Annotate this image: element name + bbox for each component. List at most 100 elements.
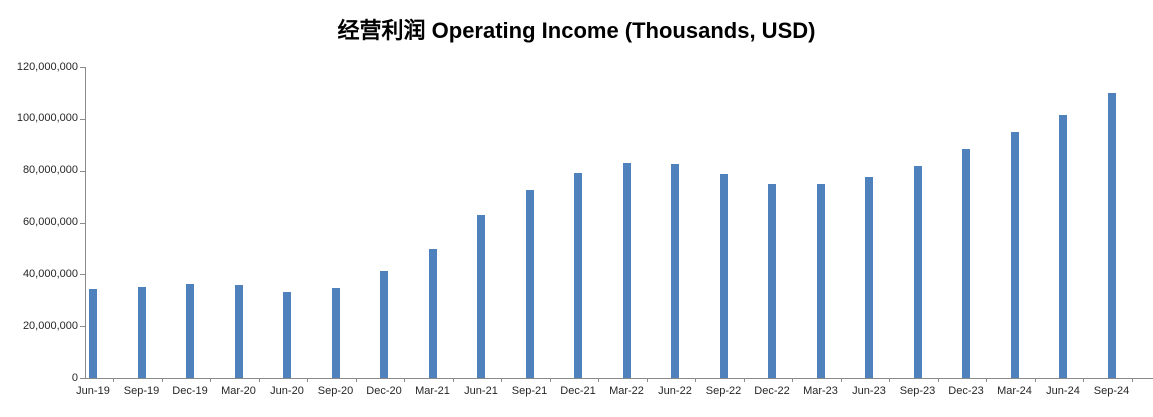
category-slot: Mar-21 — [415, 67, 475, 397]
bar — [1107, 93, 1116, 378]
x-axis-label: Dec-21 — [560, 385, 596, 397]
x-tick-mark — [889, 378, 890, 382]
bar — [186, 284, 194, 378]
x-axis-label: Sep-24 — [1093, 385, 1130, 397]
x-axis-label: Sep-22 — [705, 385, 742, 397]
bar — [671, 163, 679, 378]
x-tick-mark — [695, 378, 696, 382]
y-tick-label: 80,000,000 — [22, 164, 78, 177]
bar — [816, 184, 825, 378]
bar — [380, 270, 388, 378]
x-axis-label: Sep-21 — [511, 385, 548, 397]
category-slot: Jun-20 — [270, 67, 329, 397]
category-slot: Jun-23 — [852, 67, 911, 397]
bar — [331, 287, 340, 378]
y-tick-label: 40,000,000 — [22, 267, 78, 280]
category-slot: Sep-22 — [706, 67, 766, 397]
x-tick-mark — [501, 378, 502, 382]
y-tick-label: 120,000,000 — [16, 60, 78, 73]
category-slot: Mar-24 — [997, 67, 1057, 397]
bar — [865, 176, 873, 378]
x-axis-label: Mar-22 — [609, 385, 644, 397]
x-axis-label: Dec-23 — [948, 385, 984, 397]
category-slot: Jun-22 — [658, 67, 717, 397]
category-slot: Dec-20 — [366, 67, 426, 397]
bar — [1010, 131, 1019, 378]
x-tick-mark — [792, 378, 793, 382]
category-slot: Dec-22 — [754, 67, 814, 397]
x-axis-label: Jun-21 — [464, 385, 498, 397]
y-tick-mark — [80, 378, 85, 379]
y-axis-labels: 0 20,000,000 40,000,000 60,000,000 80,000,00… — [0, 61, 78, 384]
y-tick-mark — [80, 326, 85, 328]
x-axis-label: Sep-23 — [899, 385, 936, 397]
x-tick-mark — [549, 378, 551, 382]
y-tick-label: 60,000,000 — [22, 216, 78, 228]
x-tick-mark — [404, 378, 405, 382]
category-slot: Jun-24 — [1046, 67, 1105, 397]
x-tick-mark — [210, 378, 211, 382]
x-tick-mark — [937, 378, 939, 382]
x-axis-label: Jun-24 — [1046, 385, 1080, 397]
x-tick-mark — [1083, 378, 1084, 382]
x-axis-label: Mar-21 — [415, 385, 450, 397]
x-axis-label: Jun-23 — [852, 385, 886, 397]
bar — [913, 166, 922, 378]
category-slot: Sep-21 — [512, 67, 572, 397]
bar — [719, 173, 728, 378]
category-slot: Dec-23 — [948, 67, 1008, 397]
bar — [1059, 114, 1067, 378]
category-slot: Sep-24 — [1094, 67, 1153, 397]
x-tick-mark — [598, 378, 599, 382]
category-slot: Jun-19 — [76, 67, 135, 397]
y-tick-label: 20,000,000 — [22, 319, 78, 332]
bar — [525, 190, 534, 378]
x-tick-mark — [452, 378, 454, 382]
bar — [574, 173, 582, 378]
x-axis-label: Mar-20 — [221, 385, 256, 397]
x-tick-mark — [646, 378, 648, 382]
bar — [234, 285, 243, 378]
x-axis-label: Jun-22 — [658, 385, 692, 397]
y-tick-mark — [80, 170, 85, 172]
x-axis-label: Dec-19 — [172, 385, 208, 397]
bar — [283, 292, 291, 378]
category-slot: Mar-22 — [609, 67, 669, 397]
y-tick-mark — [80, 118, 85, 120]
x-tick-mark — [1131, 378, 1133, 382]
y-tick-mark — [80, 67, 85, 68]
y-tick-mark — [80, 222, 85, 224]
x-axis-label: Mar-23 — [803, 385, 838, 397]
category-slot: Mar-20 — [221, 67, 281, 397]
x-axis-label: Jun-19 — [76, 385, 110, 397]
x-tick-mark — [161, 378, 163, 382]
category-slot: Mar-23 — [803, 67, 863, 397]
plot-area: Jun-19 Sep-19 Dec-19 Mar-20 Jun-20 Sep-20 Dec-… — [76, 67, 1153, 397]
x-tick-mark — [113, 378, 114, 382]
category-slot: Sep-20 — [318, 67, 378, 397]
category-slot: Sep-19 — [124, 67, 184, 397]
bar — [962, 149, 970, 378]
bar — [89, 288, 97, 378]
x-tick-mark — [840, 378, 842, 382]
x-axis-label: Dec-20 — [366, 385, 402, 397]
x-axis-label: Mar-24 — [997, 385, 1032, 397]
x-axis-label: Dec-22 — [754, 385, 790, 397]
x-tick-mark — [258, 378, 260, 382]
bar — [137, 287, 146, 378]
x-axis-label: Sep-19 — [123, 385, 160, 397]
y-tick-label: 0 — [71, 371, 78, 384]
chart-title: 经营利润 Operating Income (Thousands, USD) — [337, 18, 816, 43]
x-tick-mark — [307, 378, 308, 382]
category-slot: Jun-21 — [464, 67, 523, 397]
x-tick-mark — [1034, 378, 1036, 382]
x-axis-label: Sep-20 — [317, 385, 354, 397]
bar — [477, 214, 485, 378]
x-tick-mark — [986, 378, 987, 382]
x-axis-label: Jun-20 — [270, 385, 304, 397]
category-slot: Dec-21 — [560, 67, 620, 397]
category-slot: Dec-19 — [172, 67, 232, 397]
bar — [428, 248, 437, 378]
y-tick-mark — [80, 274, 85, 276]
